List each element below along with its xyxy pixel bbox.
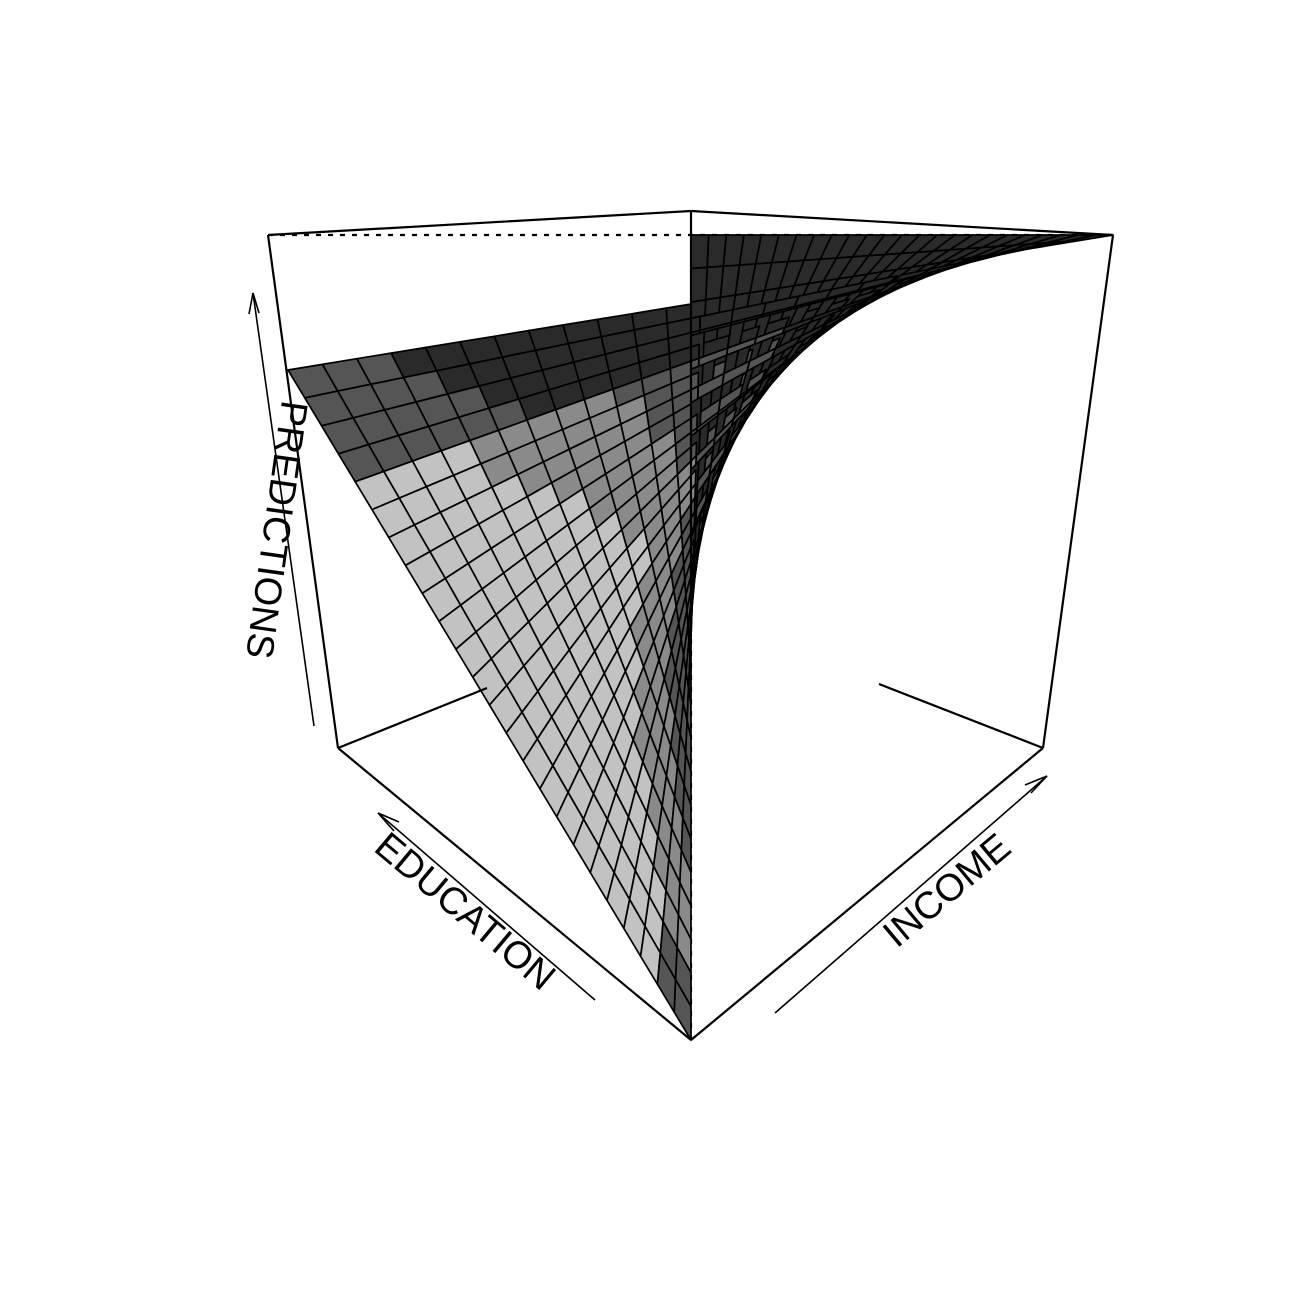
- box-edge: [337, 686, 488, 750]
- z-axis-arrow: [252, 292, 315, 727]
- x-axis-arrow: [377, 812, 596, 1001]
- surface-facet: [706, 234, 728, 269]
- surface-facet: [704, 265, 725, 301]
- box-edge: [266, 234, 340, 749]
- box-edge: [1041, 234, 1115, 749]
- y-axis-arrowhead: [1024, 775, 1048, 794]
- y-axis-arrow: [774, 775, 1048, 1014]
- z-axis-arrowhead: [248, 292, 260, 315]
- y-axis-title: INCOME: [876, 826, 1019, 956]
- box-edge: [690, 209, 1114, 237]
- box-edge: [337, 747, 692, 1041]
- x-axis-title: EDUCATION: [367, 825, 563, 999]
- z-axis-title: PREDICTIONS: [237, 398, 315, 661]
- surface: [287, 234, 1114, 1041]
- box-edge: [267, 209, 692, 237]
- bounding-box: [266, 209, 1115, 1041]
- surface-facet: [673, 978, 692, 1041]
- box-edge: [690, 747, 1044, 1041]
- x-axis-arrowhead: [377, 812, 400, 832]
- box-edge: [878, 682, 1044, 750]
- surface-facet: [690, 234, 710, 270]
- surface-facet: [690, 266, 709, 303]
